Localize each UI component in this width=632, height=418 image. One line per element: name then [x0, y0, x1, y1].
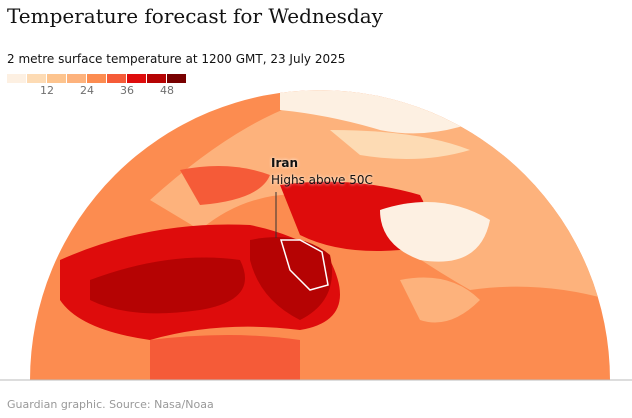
- chart-title: Temperature forecast for Wednesday: [7, 4, 383, 28]
- source-credit: Guardian graphic. Source: Nasa/Noaa: [7, 398, 214, 411]
- india: [400, 277, 480, 323]
- arabia: [250, 237, 332, 320]
- iran-outline: [279, 239, 329, 291]
- legend-swatch: [47, 74, 66, 83]
- legend-swatch: [107, 74, 126, 83]
- legend-tick: 36: [120, 84, 134, 97]
- sahara-core: [90, 257, 245, 314]
- legend-swatch: [167, 74, 186, 83]
- annotation-label: Iran: [271, 156, 299, 170]
- sahel: [150, 335, 300, 381]
- arctic: [280, 90, 480, 134]
- tibet: [380, 202, 490, 262]
- legend-swatch: [147, 74, 166, 83]
- legend-tick: 24: [80, 84, 94, 97]
- legend-tick: 48: [160, 84, 174, 97]
- annotation-text: Highs above 50C: [271, 173, 373, 187]
- europe: [180, 166, 270, 205]
- color-legend: [7, 74, 187, 83]
- legend-tick: 12: [40, 84, 54, 97]
- legend-swatch: [7, 74, 26, 83]
- siberia: [330, 130, 470, 159]
- legend-swatch: [27, 74, 46, 83]
- legend-swatch: [67, 74, 86, 83]
- chart-subtitle: 2 metre surface temperature at 1200 GMT,…: [7, 52, 346, 66]
- legend-swatch: [127, 74, 146, 83]
- legend-swatch: [87, 74, 106, 83]
